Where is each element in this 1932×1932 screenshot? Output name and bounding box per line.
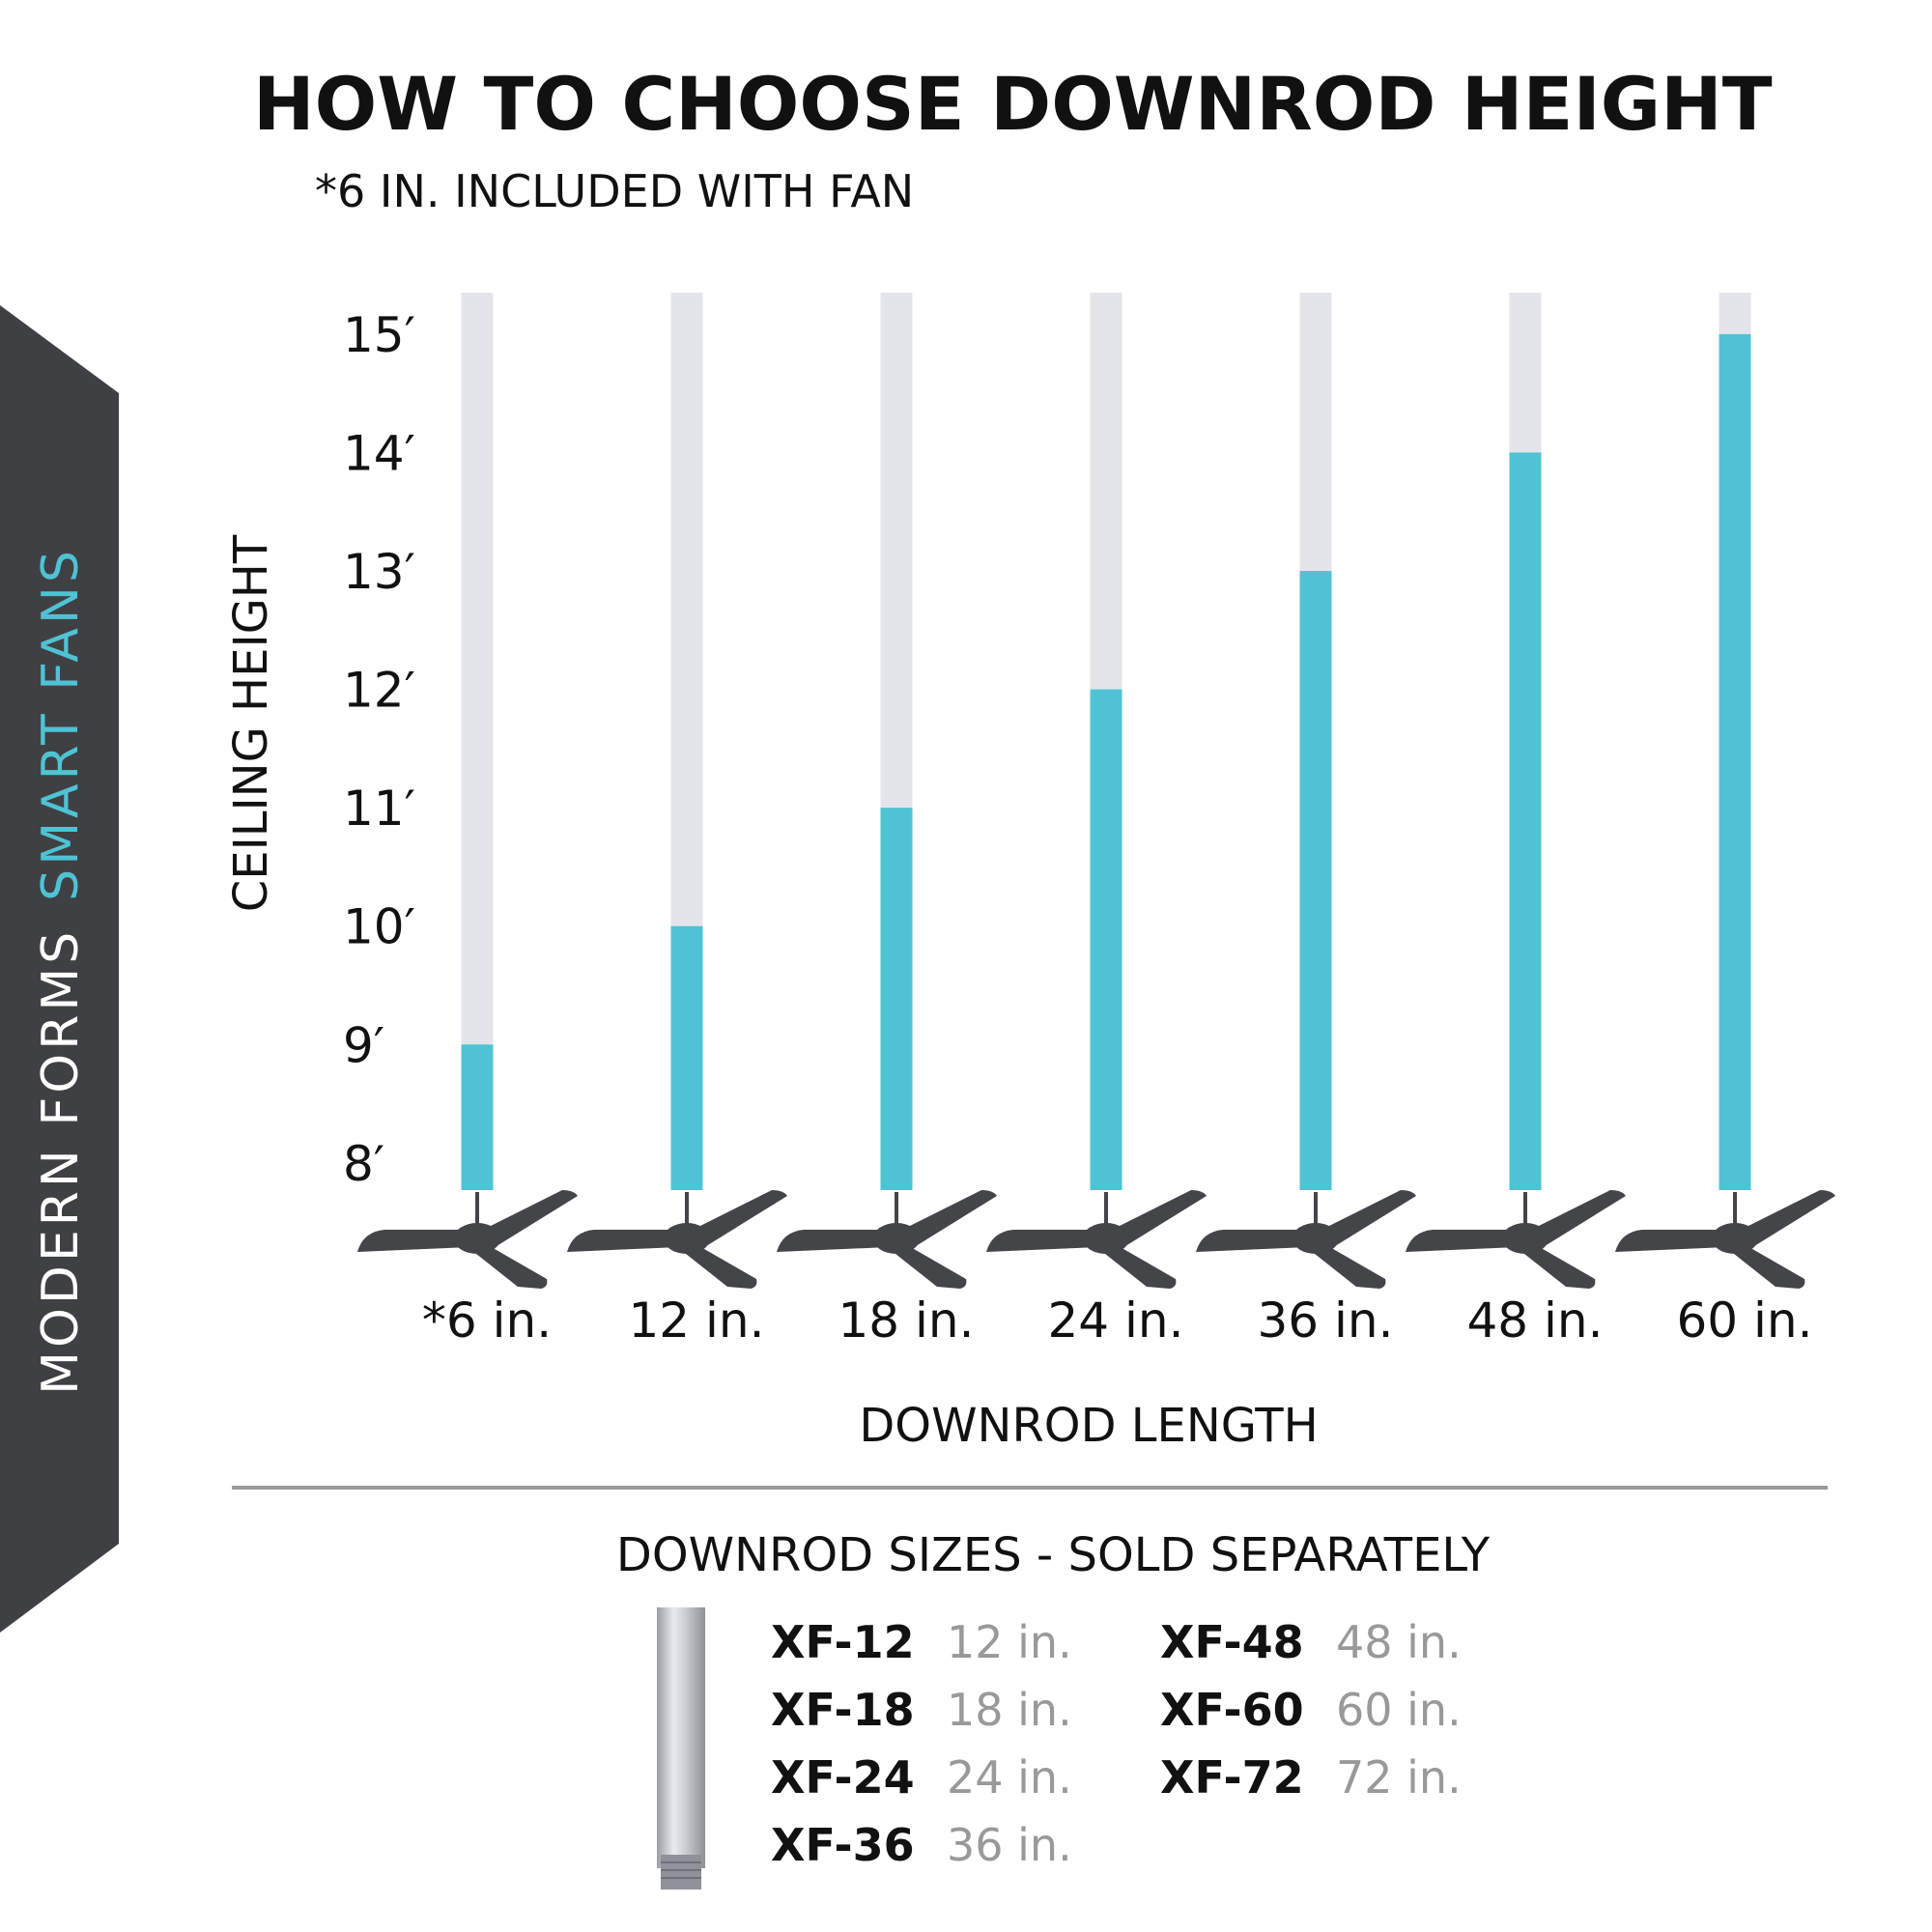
fan-icon bbox=[1615, 1190, 1835, 1289]
fan-icon bbox=[986, 1190, 1207, 1289]
product-code: XF-12 bbox=[771, 1616, 915, 1668]
fan-hub bbox=[1502, 1223, 1548, 1254]
fan-blade bbox=[1729, 1242, 1805, 1289]
fan-hub bbox=[664, 1223, 710, 1254]
fan-blade bbox=[1110, 1190, 1207, 1246]
product-length: 12 in. bbox=[947, 1616, 1072, 1668]
fan-hub bbox=[1083, 1223, 1129, 1254]
x-tick-label: 36 in. bbox=[1258, 1293, 1394, 1349]
product-code: XF-72 bbox=[1160, 1751, 1304, 1804]
fan-blade bbox=[1739, 1190, 1835, 1246]
product-length: 36 in. bbox=[947, 1819, 1072, 1871]
x-tick-label: 48 in. bbox=[1467, 1293, 1604, 1349]
fan-blade bbox=[1196, 1230, 1308, 1252]
product-length: 18 in. bbox=[947, 1684, 1072, 1736]
fan-icon bbox=[1406, 1190, 1626, 1289]
fan-hub bbox=[1293, 1223, 1339, 1254]
fan-hub bbox=[454, 1223, 500, 1254]
x-tick-label: *6 in. bbox=[422, 1293, 552, 1349]
fan-icon bbox=[1196, 1190, 1416, 1289]
bar bbox=[1299, 571, 1332, 1190]
fan-blade bbox=[1406, 1230, 1518, 1252]
fan-icon bbox=[777, 1190, 997, 1289]
product-length: 48 in. bbox=[1336, 1616, 1462, 1668]
product-code: XF-48 bbox=[1160, 1616, 1304, 1668]
fan-blade bbox=[900, 1190, 997, 1246]
x-tick-label: 60 in. bbox=[1677, 1293, 1813, 1349]
chart-subtitle: *6 IN. INCLUDED WITH FAN bbox=[315, 165, 914, 217]
fan-blade bbox=[1320, 1190, 1416, 1246]
fan-hub bbox=[1712, 1223, 1758, 1254]
fan-blade bbox=[1529, 1190, 1626, 1246]
bar bbox=[1719, 333, 1751, 1191]
product-length: 24 in. bbox=[947, 1751, 1072, 1804]
fan-blade bbox=[567, 1230, 679, 1252]
y-tick-label: 9′ bbox=[343, 1017, 384, 1073]
fan-icon bbox=[567, 1190, 787, 1289]
x-tick-label: 24 in. bbox=[1048, 1293, 1184, 1349]
fan-blade bbox=[1615, 1230, 1727, 1252]
product-code: XF-60 bbox=[1160, 1684, 1304, 1736]
y-tick-label: 10′ bbox=[343, 899, 415, 955]
chart-title: HOW TO CHOOSE DOWNROD HEIGHT bbox=[253, 61, 1773, 147]
brand-tagline: SMART FANS bbox=[32, 547, 90, 901]
fan-blade bbox=[986, 1230, 1098, 1252]
product-code: XF-24 bbox=[771, 1751, 915, 1804]
bar bbox=[1509, 452, 1542, 1190]
brand-sidebar bbox=[0, 305, 119, 1633]
x-tick-label: 18 in. bbox=[838, 1293, 975, 1349]
fan-blade bbox=[1310, 1242, 1386, 1289]
brand-text: MODERN FORMS SMART FANS bbox=[32, 547, 90, 1395]
fan-hub bbox=[873, 1223, 920, 1254]
sizes-title: DOWNROD SIZES - SOLD SEPARATELY bbox=[616, 1528, 1491, 1582]
bar bbox=[880, 808, 913, 1190]
fan-blade bbox=[357, 1230, 469, 1252]
fan-blade bbox=[1520, 1242, 1596, 1289]
fan-icon bbox=[357, 1190, 578, 1289]
fan-blade bbox=[891, 1242, 967, 1289]
fan-blade bbox=[681, 1242, 757, 1289]
y-tick-label: 14′ bbox=[343, 425, 415, 481]
fan-blade bbox=[691, 1190, 787, 1246]
x-axis-label: DOWNROD LENGTH bbox=[859, 1399, 1318, 1453]
y-axis-label: CEILING HEIGHT bbox=[224, 534, 278, 912]
bar bbox=[461, 1044, 494, 1190]
fan-blade bbox=[481, 1190, 578, 1246]
y-tick-label: 12′ bbox=[343, 663, 415, 719]
product-code: XF-18 bbox=[771, 1684, 915, 1736]
product-length: 60 in. bbox=[1336, 1684, 1462, 1736]
x-tick-label: 12 in. bbox=[629, 1293, 765, 1349]
fan-blade bbox=[777, 1230, 889, 1252]
fan-blade bbox=[471, 1242, 548, 1289]
bar bbox=[1090, 689, 1122, 1190]
y-tick-label: 13′ bbox=[343, 544, 415, 600]
y-tick-label: 15′ bbox=[343, 307, 415, 363]
downrod-image bbox=[657, 1607, 705, 1889]
bar bbox=[670, 925, 703, 1190]
product-length: 72 in. bbox=[1336, 1751, 1462, 1804]
brand-name: MODERN FORMS bbox=[32, 928, 90, 1395]
y-tick-label: 8′ bbox=[343, 1136, 384, 1192]
bar-track bbox=[461, 293, 494, 1190]
y-tick-label: 11′ bbox=[343, 781, 415, 837]
product-code: XF-36 bbox=[771, 1819, 915, 1871]
fan-blade bbox=[1100, 1242, 1177, 1289]
